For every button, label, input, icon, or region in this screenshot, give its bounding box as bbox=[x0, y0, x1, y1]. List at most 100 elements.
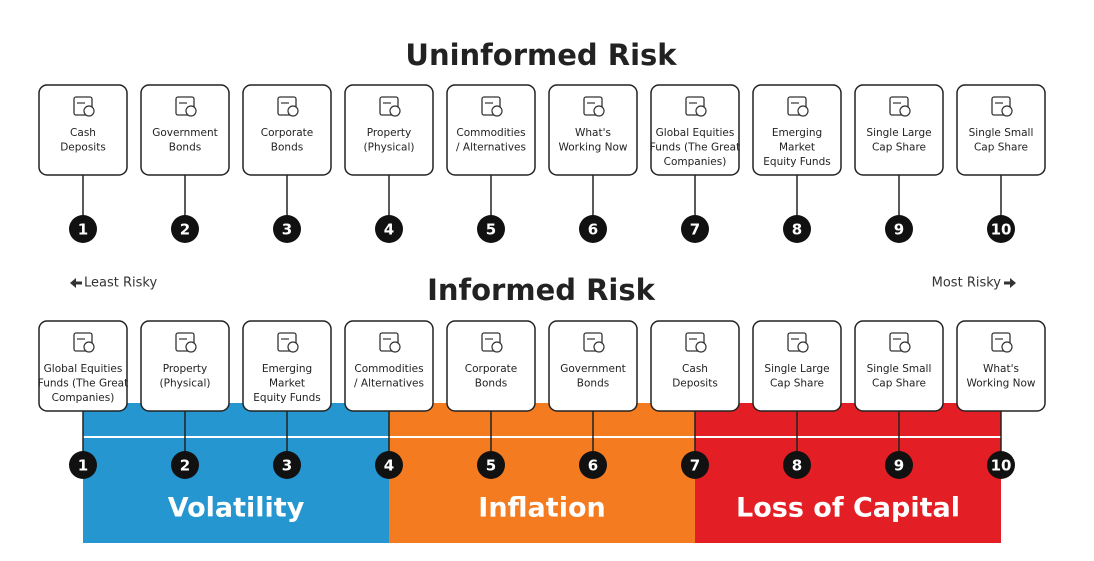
item-label: Equity Funds bbox=[253, 392, 320, 404]
item-label: Emerging bbox=[772, 127, 822, 139]
number-badge bbox=[681, 215, 709, 243]
icon bbox=[1001, 341, 1013, 353]
number: 4 bbox=[384, 221, 394, 239]
item-box bbox=[446, 320, 536, 412]
item-box bbox=[344, 320, 434, 412]
item-label: Global Equities bbox=[44, 363, 123, 375]
item-label: Cap Share bbox=[974, 142, 1028, 154]
icon bbox=[593, 105, 605, 117]
number-badge bbox=[477, 451, 505, 479]
icon bbox=[583, 96, 603, 116]
icon bbox=[685, 96, 705, 116]
band-inflation bbox=[389, 403, 695, 543]
icon bbox=[899, 105, 911, 117]
band-label: Inflation bbox=[478, 493, 605, 524]
item-box bbox=[242, 320, 332, 412]
number: 2 bbox=[180, 221, 190, 239]
item-box bbox=[38, 84, 128, 176]
item-label: Market bbox=[269, 378, 305, 390]
item-label: / Alternatives bbox=[354, 378, 424, 390]
item-label: Working Now bbox=[558, 142, 627, 154]
icon bbox=[83, 105, 95, 117]
item-box bbox=[344, 84, 434, 176]
icon bbox=[277, 96, 297, 116]
icon bbox=[185, 341, 197, 353]
number-badge bbox=[69, 451, 97, 479]
item-box bbox=[650, 84, 740, 176]
icon bbox=[991, 96, 1011, 116]
icon bbox=[185, 105, 197, 117]
item-label: What's bbox=[983, 363, 1019, 375]
arrow-left bbox=[70, 278, 82, 288]
item-label: Deposits bbox=[60, 142, 106, 154]
icon bbox=[797, 105, 809, 117]
number: 9 bbox=[894, 221, 904, 239]
icon bbox=[1001, 105, 1013, 117]
item-label: Property bbox=[163, 363, 207, 375]
item-box bbox=[956, 84, 1046, 176]
item-label: Bonds bbox=[169, 142, 201, 154]
band-label: Volatility bbox=[168, 493, 305, 524]
item-label: Single Small bbox=[867, 363, 932, 375]
least-label: Least Risky bbox=[84, 276, 157, 291]
icon bbox=[583, 332, 603, 352]
number: 4 bbox=[384, 457, 394, 475]
number-badge bbox=[579, 215, 607, 243]
icon bbox=[797, 341, 809, 353]
item-label: (Physical) bbox=[160, 378, 211, 390]
item-label: Market bbox=[779, 142, 815, 154]
item-box bbox=[752, 84, 842, 176]
item-label: (Physical) bbox=[364, 142, 415, 154]
item-label: Government bbox=[152, 127, 217, 139]
item-label: Working Now bbox=[966, 378, 1035, 390]
icon bbox=[481, 96, 501, 116]
item-label: Single Large bbox=[764, 363, 829, 375]
number: 8 bbox=[792, 221, 802, 239]
number: 6 bbox=[588, 457, 598, 475]
number-badge bbox=[681, 451, 709, 479]
item-box bbox=[140, 84, 230, 176]
number-badge bbox=[477, 215, 505, 243]
item-label: Cash bbox=[682, 363, 708, 375]
item-box bbox=[548, 84, 638, 176]
icon bbox=[491, 105, 503, 117]
item-label: Corporate bbox=[465, 363, 518, 375]
icon bbox=[695, 105, 707, 117]
icon bbox=[695, 341, 707, 353]
item-label: Cap Share bbox=[872, 142, 926, 154]
number: 1 bbox=[78, 457, 88, 475]
number-badge bbox=[273, 451, 301, 479]
number: 1 bbox=[78, 221, 88, 239]
item-box bbox=[446, 84, 536, 176]
icon bbox=[481, 332, 501, 352]
number: 7 bbox=[690, 221, 700, 239]
item-label: Equity Funds bbox=[763, 156, 830, 168]
icon bbox=[593, 341, 605, 353]
number: 10 bbox=[991, 457, 1012, 475]
item-box bbox=[854, 84, 944, 176]
icon bbox=[73, 96, 93, 116]
item-label: Emerging bbox=[262, 363, 312, 375]
band-volatility bbox=[83, 403, 389, 543]
item-label: Bonds bbox=[475, 378, 507, 390]
number-badge bbox=[171, 215, 199, 243]
item-label: Single Small bbox=[969, 127, 1034, 139]
number: 5 bbox=[486, 457, 496, 475]
item-box bbox=[548, 320, 638, 412]
item-label: Single Large bbox=[866, 127, 931, 139]
number: 10 bbox=[991, 221, 1012, 239]
icon bbox=[787, 96, 807, 116]
icon bbox=[287, 105, 299, 117]
icon bbox=[889, 96, 909, 116]
icon bbox=[175, 96, 195, 116]
item-label: Companies) bbox=[52, 392, 115, 404]
number: 2 bbox=[180, 457, 190, 475]
item-label: Cash bbox=[70, 127, 96, 139]
number: 3 bbox=[282, 221, 292, 239]
number-badge bbox=[987, 215, 1015, 243]
item-box bbox=[956, 320, 1046, 412]
number: 3 bbox=[282, 457, 292, 475]
item-label: Companies) bbox=[664, 156, 727, 168]
item-box bbox=[650, 320, 740, 412]
